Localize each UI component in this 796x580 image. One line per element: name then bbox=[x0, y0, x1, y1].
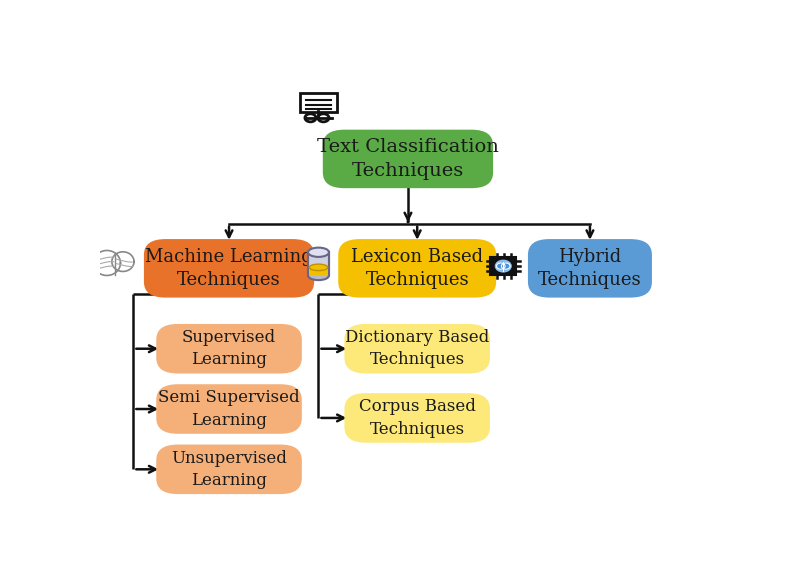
Bar bbox=[308, 252, 329, 276]
FancyBboxPatch shape bbox=[300, 93, 337, 112]
FancyBboxPatch shape bbox=[156, 444, 302, 494]
Text: Dictionary Based
Techniques: Dictionary Based Techniques bbox=[345, 329, 490, 368]
Text: Unsupervised
Learning: Unsupervised Learning bbox=[171, 450, 287, 489]
Text: 🧠: 🧠 bbox=[105, 248, 125, 280]
FancyBboxPatch shape bbox=[490, 257, 517, 276]
FancyBboxPatch shape bbox=[156, 324, 302, 374]
FancyBboxPatch shape bbox=[528, 239, 652, 298]
Ellipse shape bbox=[308, 248, 329, 257]
FancyBboxPatch shape bbox=[323, 130, 493, 188]
FancyBboxPatch shape bbox=[144, 239, 314, 298]
Text: Machine Learning
Techniques: Machine Learning Techniques bbox=[145, 248, 313, 289]
FancyBboxPatch shape bbox=[338, 239, 496, 298]
Text: Semi Supervised
Learning: Semi Supervised Learning bbox=[158, 389, 300, 429]
Circle shape bbox=[496, 260, 511, 271]
Text: Text Classification
Techniques: Text Classification Techniques bbox=[317, 138, 499, 180]
Ellipse shape bbox=[310, 264, 328, 271]
Text: Supervised
Learning: Supervised Learning bbox=[182, 329, 276, 368]
Bar bbox=[309, 266, 329, 274]
Text: Corpus Based
Techniques: Corpus Based Techniques bbox=[359, 398, 476, 437]
FancyBboxPatch shape bbox=[345, 324, 490, 374]
Ellipse shape bbox=[308, 271, 329, 280]
FancyBboxPatch shape bbox=[345, 393, 490, 443]
FancyBboxPatch shape bbox=[156, 384, 302, 434]
Text: Hybrid
Techniques: Hybrid Techniques bbox=[538, 248, 642, 289]
Text: Lexicon Based
Techniques: Lexicon Based Techniques bbox=[351, 248, 483, 289]
